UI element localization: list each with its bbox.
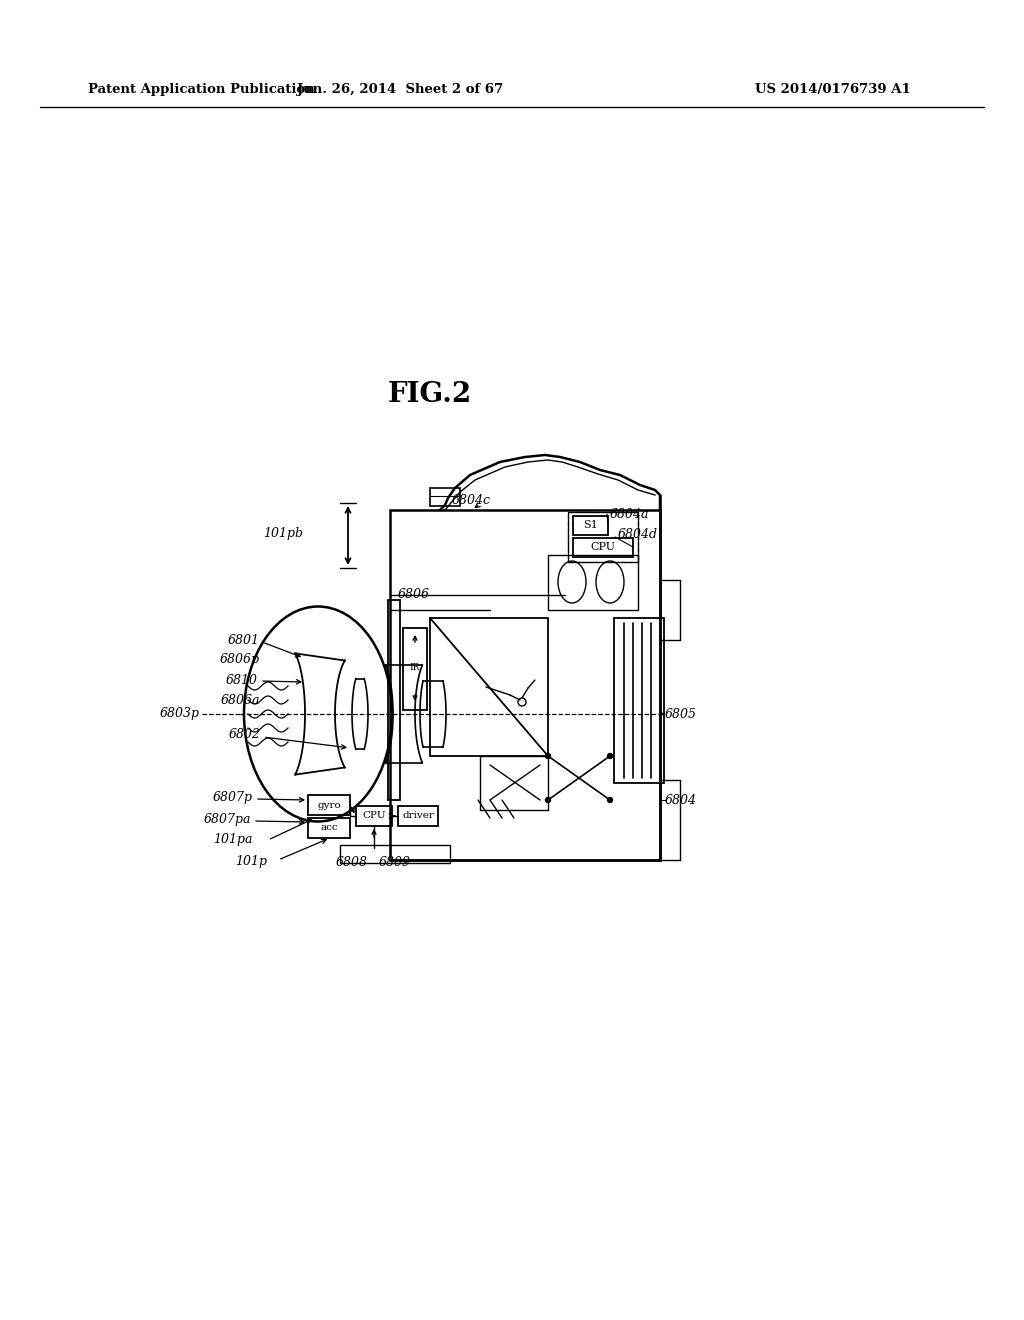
Text: 6801: 6801 — [228, 634, 260, 647]
Bar — [403, 628, 427, 710]
Text: 101p: 101p — [234, 855, 267, 869]
Bar — [568, 512, 638, 562]
Bar — [430, 618, 548, 756]
Text: Jun. 26, 2014  Sheet 2 of 67: Jun. 26, 2014 Sheet 2 of 67 — [297, 83, 503, 96]
Bar — [430, 488, 460, 506]
Bar — [356, 807, 392, 826]
Text: 6804a: 6804a — [610, 507, 649, 520]
Bar — [548, 554, 638, 610]
Text: CPU: CPU — [591, 543, 615, 552]
Bar — [573, 539, 633, 557]
Text: 101pb: 101pb — [263, 527, 303, 540]
Circle shape — [546, 797, 551, 803]
Text: 6808: 6808 — [336, 855, 368, 869]
Text: IR: IR — [410, 664, 420, 672]
Bar — [390, 510, 660, 861]
Text: gyro: gyro — [317, 800, 341, 809]
Text: 6807p: 6807p — [213, 792, 253, 804]
Text: US 2014/0176739 A1: US 2014/0176739 A1 — [755, 83, 910, 96]
Text: 6805: 6805 — [665, 708, 697, 721]
Bar — [340, 845, 450, 863]
Bar — [388, 601, 400, 800]
Text: CPU: CPU — [362, 812, 386, 821]
Circle shape — [546, 754, 551, 759]
Text: 6804d: 6804d — [618, 528, 658, 541]
Text: 6806p: 6806p — [220, 653, 260, 667]
Text: Patent Application Publication: Patent Application Publication — [88, 83, 314, 96]
Text: 6804: 6804 — [665, 793, 697, 807]
Text: 6806: 6806 — [398, 589, 430, 602]
Text: 6807pa: 6807pa — [204, 813, 251, 825]
Text: S1: S1 — [583, 520, 597, 531]
Bar — [398, 807, 438, 826]
Text: acc: acc — [321, 824, 338, 833]
Bar — [614, 618, 664, 783]
Text: 101pa: 101pa — [213, 833, 253, 846]
Text: 6810: 6810 — [226, 673, 258, 686]
Bar — [308, 818, 350, 838]
Bar — [308, 795, 350, 814]
Text: 6809: 6809 — [379, 855, 411, 869]
Text: 6802: 6802 — [229, 729, 261, 742]
Circle shape — [607, 754, 612, 759]
Text: 6806a: 6806a — [220, 693, 260, 706]
Text: 6804c: 6804c — [452, 494, 490, 507]
Text: driver: driver — [402, 812, 434, 821]
Bar — [573, 516, 608, 535]
Circle shape — [607, 797, 612, 803]
Text: FIG.2: FIG.2 — [388, 381, 472, 408]
Text: 6803p: 6803p — [160, 708, 200, 721]
Bar — [568, 512, 638, 562]
